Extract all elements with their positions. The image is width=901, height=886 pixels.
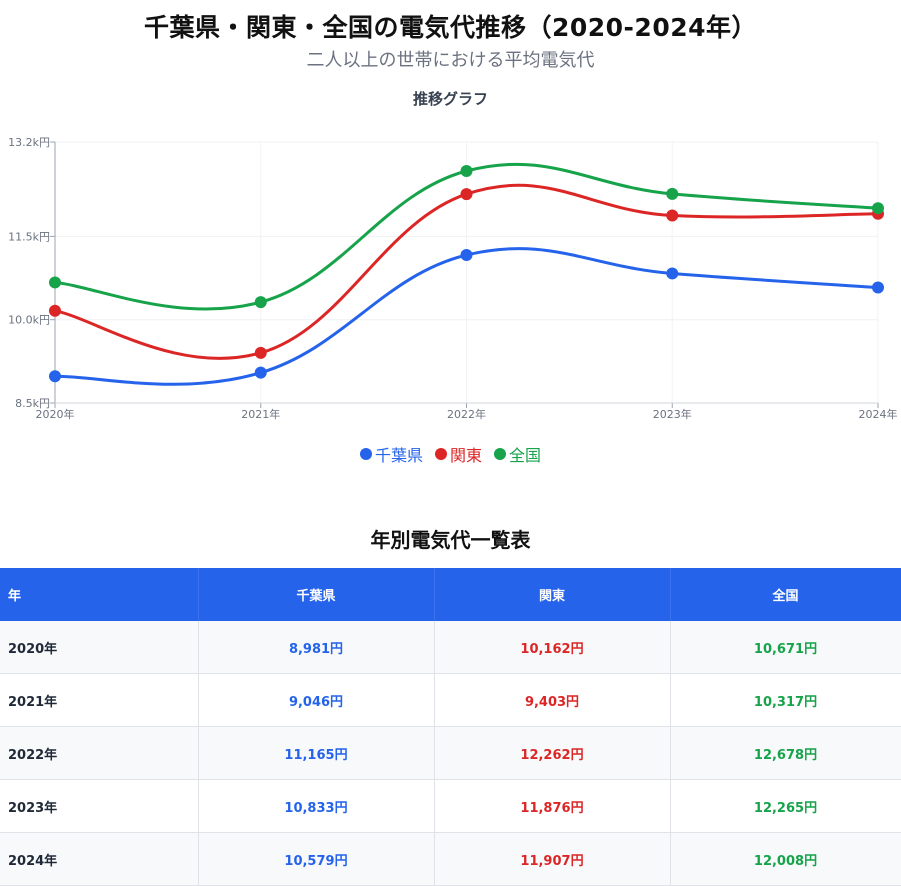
cell-kanto: 11,907円 (434, 832, 671, 886)
header-year[interactable]: 年 (0, 568, 199, 621)
cell-chiba: 9,046円 (198, 673, 435, 727)
cell-chiba: 10,833円 (198, 779, 435, 833)
data-point (254, 366, 267, 379)
cell-chiba: 10,579円 (198, 832, 435, 886)
data-point (49, 370, 61, 383)
chart-series (49, 162, 884, 386)
y-tick-label: 13.2k円 (8, 136, 50, 149)
y-tick-label: 11.5k円 (8, 230, 50, 243)
cell-kanto: 9,403円 (434, 673, 671, 727)
chart-legend: 千葉県 関東 全国 (0, 442, 901, 466)
electricity-cost-table: 年 千葉県 関東 全国 2020年 8,981円 10,162円 10,671円… (0, 568, 901, 886)
x-tick-label: 2021年 (241, 407, 280, 421)
cell-year: 2020年 (0, 621, 199, 674)
legend-item-kanto[interactable]: 関東 (434, 442, 482, 466)
legend-item-zenkoku[interactable]: 全国 (494, 442, 541, 466)
header-zenkoku[interactable]: 全国 (670, 568, 901, 621)
data-point (49, 276, 61, 289)
cell-year: 2021年 (0, 673, 199, 727)
data-point (49, 304, 61, 317)
chart-heading: 推移グラフ (412, 90, 488, 108)
legend-label-chiba: 千葉県 (374, 446, 423, 465)
cell-kanto: 10,162円 (434, 621, 671, 674)
data-point (254, 296, 267, 309)
data-point (254, 346, 267, 359)
legend-label-zenkoku: 全国 (509, 446, 542, 465)
header-chiba[interactable]: 千葉県 (198, 568, 435, 621)
legend-marker-kanto (434, 448, 447, 460)
cell-year: 2024年 (0, 832, 199, 886)
cell-zenkoku: 10,317円 (670, 673, 901, 727)
table-row: 2020年 8,981円 10,162円 10,671円 (0, 621, 901, 674)
x-tick-label: 2020年 (36, 407, 75, 421)
y-tick-label: 8.5k円 (15, 397, 50, 410)
y-tick-label: 10.0k円 (8, 314, 50, 327)
cell-chiba: 11,165円 (198, 726, 435, 780)
page-subtitle: 二人以上の世帯における平均電気代 (306, 50, 595, 71)
x-tick-label: 2022年 (447, 407, 486, 421)
table-row: 2024年 10,579円 11,907円 12,008円 (0, 832, 901, 886)
data-point (872, 281, 884, 294)
page-title: 千葉県・関東・全国の電気代推移（2020-2024年） (143, 13, 758, 42)
cell-zenkoku: 12,678円 (670, 726, 901, 780)
header-kanto[interactable]: 関東 (434, 568, 671, 621)
legend-label-kanto: 関東 (449, 446, 482, 465)
cell-zenkoku: 10,671円 (670, 621, 901, 674)
table-row: 2023年 10,833円 11,876円 12,265円 (0, 779, 901, 833)
data-point (666, 267, 679, 280)
x-tick-label: 2024年 (859, 407, 898, 421)
cell-kanto: 12,262円 (434, 726, 671, 780)
table-row: 2021年 9,046円 9,403円 10,317円 (0, 673, 901, 727)
table-row: 2022年 11,165円 12,262円 12,678円 (0, 726, 901, 780)
legend-marker-chiba (359, 448, 372, 460)
cell-zenkoku: 12,265円 (670, 779, 901, 833)
table-heading: 年別電気代一覧表 (370, 528, 531, 552)
data-point (460, 249, 473, 262)
x-tick-label: 2023年 (653, 407, 692, 421)
cell-year: 2023年 (0, 779, 199, 833)
data-point (872, 202, 884, 215)
data-point (666, 209, 679, 222)
data-point (460, 164, 473, 177)
table-header-row: 年 千葉県 関東 全国 (0, 568, 901, 621)
data-point (460, 188, 473, 201)
legend-marker-zenkoku (494, 448, 506, 460)
legend-item-chiba[interactable]: 千葉県 (359, 442, 423, 466)
cell-chiba: 8,981円 (198, 621, 435, 674)
cell-year: 2022年 (0, 726, 199, 780)
cell-zenkoku: 12,008円 (670, 832, 901, 886)
chart-grid (54, 141, 879, 404)
cell-kanto: 11,876円 (434, 779, 671, 833)
data-point (666, 187, 679, 200)
